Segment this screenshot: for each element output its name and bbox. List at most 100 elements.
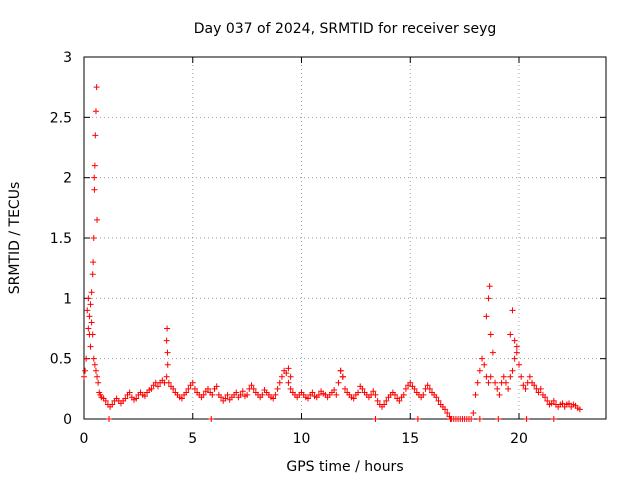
data-point — [513, 343, 520, 350]
data-point — [106, 416, 113, 422]
chart-title: Day 037 of 2024, SRMTID for receiver sey… — [194, 21, 497, 37]
data-points — [81, 84, 583, 422]
data-point — [350, 395, 357, 402]
data-point — [468, 416, 475, 422]
data-point — [154, 383, 161, 390]
data-point — [495, 416, 502, 422]
data-point — [87, 343, 94, 350]
data-point — [233, 389, 240, 396]
data-point — [148, 385, 155, 392]
data-point — [90, 235, 97, 241]
y-tick-label: 3 — [63, 50, 72, 66]
data-point — [82, 367, 89, 374]
data-point — [209, 391, 216, 398]
data-point — [496, 391, 503, 398]
data-point — [433, 394, 440, 401]
data-point — [94, 373, 101, 380]
data-point — [164, 349, 171, 356]
data-point — [576, 406, 583, 413]
y-tick-label: 1.5 — [50, 231, 72, 247]
data-point — [381, 401, 388, 408]
data-point — [531, 382, 538, 389]
data-point — [237, 391, 244, 398]
data-point — [470, 409, 477, 416]
data-point — [474, 379, 481, 386]
data-point — [476, 367, 483, 374]
data-point — [83, 355, 90, 362]
data-point — [208, 416, 215, 422]
data-point — [411, 385, 418, 392]
data-point — [337, 367, 344, 374]
data-point — [331, 387, 338, 394]
data-point — [355, 389, 362, 396]
data-point — [339, 373, 346, 380]
data-point — [91, 162, 98, 169]
data-point — [505, 385, 512, 392]
data-point — [178, 395, 185, 402]
data-point — [191, 385, 198, 392]
data-point — [95, 379, 102, 386]
data-point — [141, 393, 148, 400]
data-point — [335, 379, 342, 386]
data-point — [222, 395, 229, 402]
data-point — [372, 416, 379, 422]
data-point — [550, 397, 557, 404]
data-point — [250, 385, 257, 392]
data-point — [122, 395, 129, 402]
data-point — [200, 391, 207, 398]
data-point — [239, 388, 246, 395]
x-axis-label: GPS time / hours — [286, 459, 403, 475]
data-point — [278, 373, 285, 380]
data-point — [420, 391, 427, 398]
data-point — [270, 395, 277, 402]
data-point — [283, 370, 290, 377]
y-tick-label: 1 — [63, 291, 72, 307]
data-point — [518, 373, 525, 380]
axis-ticks — [83, 56, 606, 420]
data-point — [444, 409, 451, 416]
data-point — [244, 391, 251, 398]
data-point — [92, 132, 99, 139]
data-point — [535, 389, 542, 396]
data-point — [163, 373, 170, 380]
data-point — [81, 373, 87, 380]
data-point — [502, 379, 509, 386]
data-point — [479, 355, 486, 362]
data-point — [566, 400, 573, 407]
y-tick-label: 2.5 — [50, 110, 72, 126]
data-point — [359, 385, 366, 392]
data-point — [276, 379, 283, 386]
x-tick-label: 15 — [401, 431, 419, 447]
data-point — [94, 216, 101, 223]
data-point — [92, 108, 99, 115]
data-point — [424, 382, 431, 389]
data-point — [88, 289, 95, 296]
data-point — [544, 397, 551, 404]
x-tick-label: 10 — [293, 431, 311, 447]
data-point — [472, 391, 479, 398]
data-point — [164, 361, 171, 368]
data-point — [89, 331, 96, 338]
data-point — [486, 283, 493, 290]
data-point — [487, 331, 494, 338]
grid-lines — [84, 57, 606, 419]
data-point — [550, 416, 557, 422]
data-point — [523, 416, 530, 422]
data-point — [392, 391, 399, 398]
y-tick-labels: 0 0.5 1 1.5 2 2.5 3 — [50, 50, 72, 428]
y-axis-label: SRMTID / TECUs — [7, 182, 23, 295]
data-point — [414, 416, 421, 422]
data-point — [374, 397, 381, 404]
data-point — [91, 174, 98, 181]
data-point — [92, 367, 99, 374]
data-point — [315, 391, 322, 398]
data-point — [513, 349, 520, 356]
data-point — [542, 394, 549, 401]
data-point — [442, 406, 449, 413]
data-point — [102, 397, 109, 404]
data-point — [189, 379, 196, 386]
data-point — [400, 391, 407, 398]
data-point — [402, 385, 409, 392]
data-point — [435, 397, 442, 404]
